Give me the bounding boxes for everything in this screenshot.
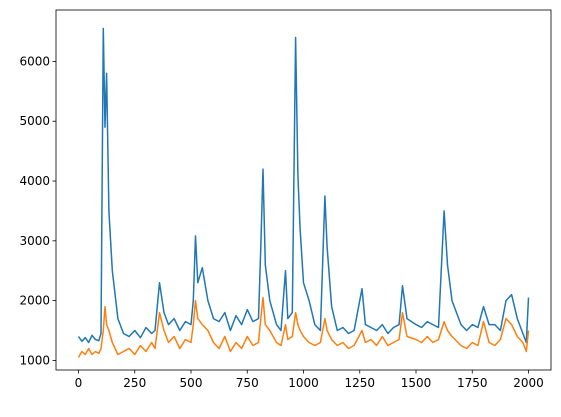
- y-tick-label: 2000: [19, 294, 50, 308]
- y-tick-label: 1000: [19, 353, 50, 367]
- y-tick-label: 3000: [19, 234, 50, 248]
- x-tick-label: 750: [236, 376, 259, 390]
- x-tick-label: 2000: [513, 376, 544, 390]
- x-tick-label: 0: [75, 376, 83, 390]
- axes-frame: [55, 9, 552, 371]
- x-tick-label: 1250: [344, 376, 375, 390]
- x-tick-label: 250: [123, 376, 146, 390]
- y-tick-label: 4000: [19, 174, 50, 188]
- data-line: [77, 27, 530, 344]
- x-tick-label: 500: [180, 376, 203, 390]
- y-tick-label: 6000: [19, 54, 50, 68]
- x-tick-label: 1000: [288, 376, 319, 390]
- x-tick-label: 1500: [401, 376, 432, 390]
- y-tick-label: 5000: [19, 114, 50, 128]
- data-line: [77, 296, 530, 358]
- x-tick-label: 1750: [457, 376, 488, 390]
